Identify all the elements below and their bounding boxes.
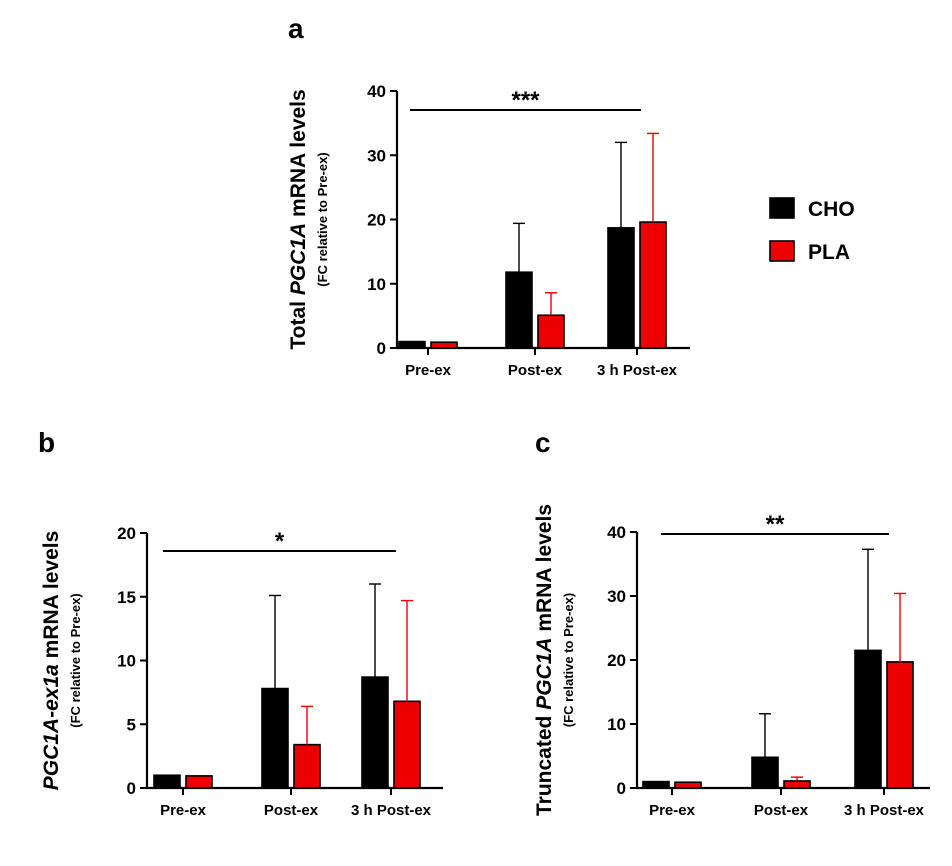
y-tick-label: 40 [607,523,626,542]
significance-label: ** [766,511,785,538]
y-axis-subtitle: (FC relative to Pre-ex) [561,593,576,727]
y-tick-label: 40 [367,82,386,101]
bar-pla [639,221,667,349]
y-tick-label: 0 [127,779,136,798]
bar-pla [783,780,811,789]
bar-cho [607,227,635,349]
significance-label: * [275,528,285,555]
bar-pla [393,700,421,789]
y-axis-label-part: mRNA levels [287,89,310,222]
bar-cho [854,649,882,789]
bar-cho [505,271,533,349]
y-tick-label: 30 [367,146,386,165]
chart-panel-a: a Total PGC1A mRNA levels (FC relative to … [287,13,690,379]
y-axis-label-part: Truncated [533,710,556,816]
bar-pla [537,314,565,349]
x-tick-label: Post-ex [508,362,563,379]
y-axis-label: PGC1A-ex1a mRNA levels [40,531,63,791]
y-tick-label: 30 [607,587,626,606]
y-tick-label: 15 [117,588,136,607]
y-tick-label: 10 [607,715,626,734]
y-axis-label: Total PGC1A mRNA levels [287,89,310,349]
x-tick-label: Post-ex [264,802,319,819]
y-axis-subtitle: (FC relative to Pre-ex) [315,152,330,286]
bar-cho [361,676,389,789]
y-tick-label: 0 [617,779,626,798]
y-tick-label: 10 [367,275,386,294]
bar-cho [153,774,181,789]
legend-swatch-cho [769,197,795,219]
y-tick-label: 20 [117,524,136,543]
y-axis-label-part: PGC1A [287,223,310,295]
y-tick-label: 10 [117,652,136,671]
bar-cho [642,780,670,789]
bar-pla [886,661,914,789]
x-tick-label: Pre-ex [405,362,452,379]
y-tick-label: 20 [367,211,386,230]
chart-panels: a Total PGC1A mRNA levels (FC relative to … [38,13,930,819]
x-tick-label: Pre-ex [649,802,696,819]
bar-cho [751,756,779,789]
panel-letter: b [38,427,55,458]
legend-label-cho: CHO [808,198,855,221]
y-axis-label-part: PGC1A-ex1a [40,664,63,790]
chart-panel-b: b PGC1A-ex1a mRNA levels (FC relative to P… [38,427,443,819]
bar-pla [674,781,702,789]
y-axis-label-part: Total [287,295,310,349]
panel-letter: c [535,427,551,458]
y-axis-label-part: PGC1A [533,637,556,709]
x-tick-label: 3 h Post-ex [597,362,678,379]
bar-cho [398,340,426,349]
bar-pla [293,743,321,789]
bar-pla [430,341,458,349]
legend-label-pla: PLA [808,241,850,264]
significance-label: *** [511,87,540,114]
y-axis-label-part: mRNA levels [40,531,63,664]
chart-panel-c: c Truncated PGC1A mRNA levels (FC relative… [533,427,930,819]
y-tick-label: 5 [127,715,136,734]
x-tick-label: 3 h Post-ex [351,802,432,819]
y-tick-label: 0 [377,339,386,358]
panel-letter: a [288,13,304,44]
bar-cho [261,687,289,789]
y-tick-label: 20 [607,651,626,670]
x-tick-label: 3 h Post-ex [844,802,925,819]
y-axis-label-part: mRNA levels [533,504,556,637]
y-axis-label: Truncated PGC1A mRNA levels [533,504,556,816]
y-axis-subtitle: (FC relative to Pre-ex) [68,593,83,727]
x-tick-label: Pre-ex [160,802,207,819]
bar-pla [185,775,213,789]
legend-swatch-pla [769,240,795,262]
x-tick-label: Post-ex [754,802,809,819]
legend: CHO PLA [769,197,855,264]
